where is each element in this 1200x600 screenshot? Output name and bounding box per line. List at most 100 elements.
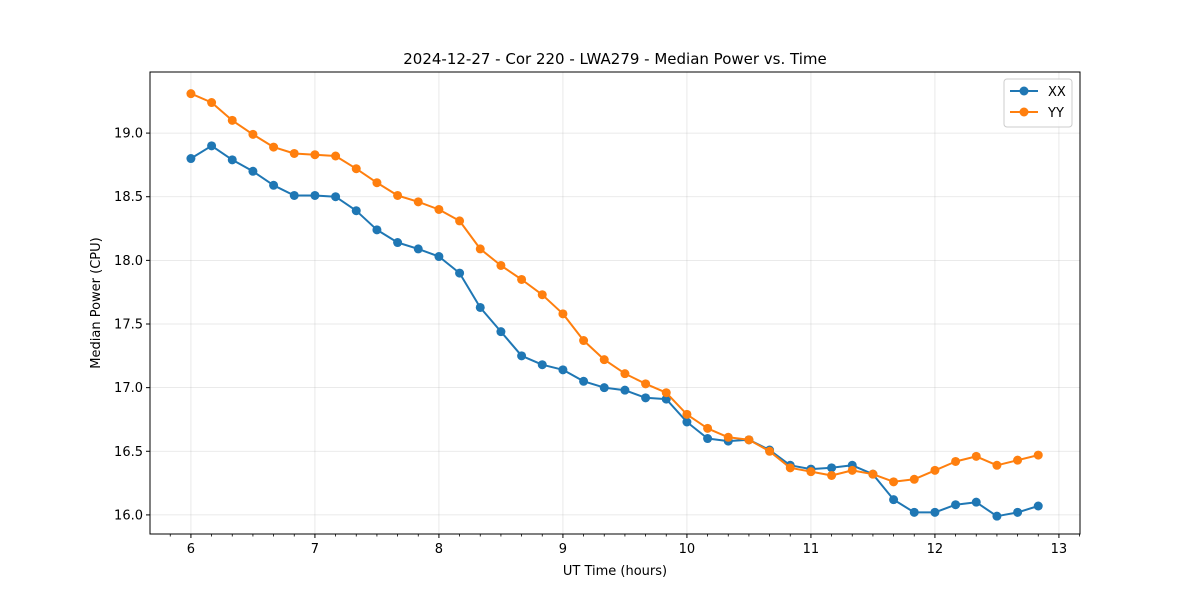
y-axis-label: Median Power (CPU) [89, 237, 104, 368]
data-point-yy [455, 216, 465, 226]
data-point-xx [207, 141, 217, 151]
data-point-yy [186, 89, 196, 99]
data-point-yy [785, 463, 795, 473]
data-point-yy [579, 336, 589, 346]
data-point-xx [227, 155, 237, 165]
data-point-yy [269, 142, 279, 152]
data-point-xx [992, 511, 1002, 521]
data-point-xx [703, 434, 713, 444]
legend-label-xx: XX [1048, 85, 1066, 100]
series-yy [186, 89, 1043, 487]
data-point-yy [207, 98, 217, 108]
x-tick-label: 12 [927, 542, 944, 557]
x-tick-label: 13 [1051, 542, 1068, 557]
data-point-yy [1033, 450, 1043, 460]
chart-title: 2024-12-27 - Cor 220 - LWA279 - Median P… [403, 50, 827, 68]
data-point-xx [930, 507, 940, 517]
data-point-yy [434, 204, 444, 214]
x-axis-label: UT Time (hours) [563, 564, 667, 579]
legend: XX YY [1003, 78, 1073, 128]
data-point-xx [1013, 507, 1023, 517]
data-point-yy [930, 465, 940, 475]
data-point-yy [868, 469, 878, 479]
data-point-xx [455, 268, 465, 278]
y-tick-label: 17.5 [114, 318, 143, 333]
y-tick-label: 18.5 [114, 190, 143, 205]
x-tick-label: 10 [679, 542, 696, 557]
data-point-xx [310, 190, 320, 200]
data-point-yy [661, 388, 671, 398]
x-tick-label: 9 [559, 542, 567, 557]
data-point-xx [434, 252, 444, 262]
data-point-xx [909, 507, 919, 517]
data-point-yy [765, 446, 775, 456]
y-tick-label: 16.5 [114, 445, 143, 460]
data-point-yy [723, 432, 733, 442]
data-point-yy [517, 274, 527, 284]
data-point-xx [827, 463, 837, 473]
data-point-xx [496, 327, 506, 337]
data-point-yy [971, 451, 981, 461]
data-point-yy [599, 355, 609, 365]
data-point-xx [579, 376, 589, 386]
data-point-yy [475, 244, 485, 254]
data-point-yy [620, 369, 630, 379]
data-point-yy [641, 379, 651, 389]
data-point-xx [641, 393, 651, 403]
y-tick-label: 17.0 [114, 381, 143, 396]
data-point-xx [517, 351, 527, 361]
data-point-yy [351, 164, 361, 174]
data-point-xx [331, 192, 341, 202]
data-point-yy [496, 260, 506, 270]
data-point-yy [889, 477, 899, 487]
data-point-xx [599, 383, 609, 393]
data-point-xx [682, 417, 692, 427]
data-point-xx [248, 166, 258, 176]
data-point-yy [847, 465, 857, 475]
data-point-yy [909, 474, 919, 484]
data-point-yy [372, 178, 382, 188]
series-layer [186, 89, 1043, 521]
data-point-yy [703, 423, 713, 433]
data-point-yy [413, 197, 423, 207]
y-tick-label: 18.0 [114, 254, 143, 269]
x-tick-label: 8 [435, 542, 443, 557]
data-point-xx [537, 360, 547, 370]
data-point-xx [971, 497, 981, 507]
data-point-xx [1033, 501, 1043, 511]
data-point-yy [806, 467, 816, 477]
data-point-xx [393, 238, 403, 248]
data-point-xx [620, 385, 630, 395]
data-point-xx [372, 225, 382, 235]
data-point-xx [186, 154, 196, 164]
x-tick-label: 11 [803, 542, 820, 557]
grid [150, 72, 1080, 534]
data-point-xx [889, 495, 899, 505]
x-axis: 6 7 8 9 10 11 12 13 [169, 534, 1080, 557]
data-point-yy [331, 151, 341, 161]
y-tick-label: 19.0 [114, 127, 143, 142]
x-tick-label: 7 [311, 542, 319, 557]
data-point-xx [661, 394, 671, 404]
data-point-yy [227, 115, 237, 125]
data-point-yy [537, 290, 547, 300]
plot-frame [149, 71, 1081, 535]
y-axis: 16.0 16.5 17.0 17.5 18.0 18.5 19.0 [114, 127, 150, 523]
plot-area [150, 72, 1080, 534]
data-point-xx [951, 500, 961, 510]
data-point-xx [475, 302, 485, 312]
data-point-xx [289, 190, 299, 200]
data-point-yy [992, 460, 1002, 470]
data-point-xx [269, 180, 279, 190]
legend-marker-yy [1019, 107, 1029, 117]
x-tick-label: 6 [187, 542, 195, 557]
legend-marker-xx [1019, 86, 1029, 96]
data-point-yy [310, 150, 320, 160]
y-tick-label: 16.0 [114, 508, 143, 523]
data-point-xx [413, 244, 423, 254]
data-point-yy [744, 435, 754, 445]
data-point-yy [827, 470, 837, 480]
data-point-yy [558, 309, 568, 319]
data-point-yy [951, 456, 961, 466]
